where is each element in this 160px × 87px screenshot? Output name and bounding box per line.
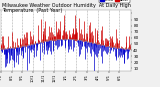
Legend: Below, Above: Below, Above	[99, 0, 130, 3]
Text: Milwaukee Weather Outdoor Humidity  At Daily High  Temperature  (Past Year): Milwaukee Weather Outdoor Humidity At Da…	[2, 3, 132, 13]
